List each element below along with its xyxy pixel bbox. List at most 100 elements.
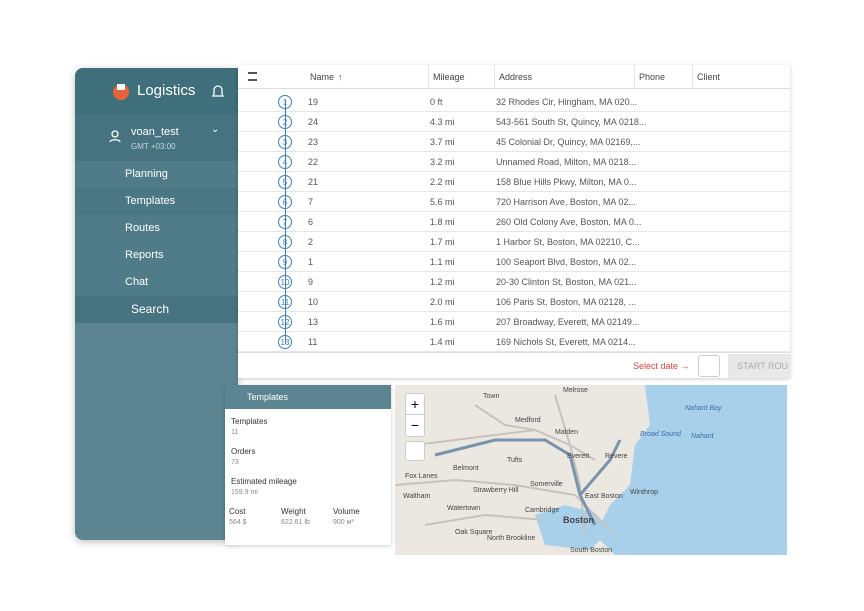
column-header[interactable]: Phone (634, 65, 692, 89)
map-label: East Boston (585, 493, 623, 500)
table-row[interactable]: 2 24 4.3 mi 543-561 South St, Quincy, MA 02… (238, 112, 790, 132)
map-label: Somerville (530, 481, 563, 488)
map-labels: Melrose Town Medford Malden Everett Revere Win… (395, 385, 787, 555)
menu-item[interactable]: Reports (75, 242, 238, 269)
column-header[interactable]: Client (692, 65, 766, 89)
column-header[interactable]: Address (494, 65, 634, 89)
user-icon (109, 130, 121, 142)
total-label: Weight (281, 507, 306, 516)
map-label: Cambridge (525, 507, 560, 514)
table-row[interactable]: 8 2 1.7 mi 1 Harbor St, Boston, MA 02210, C… (238, 232, 790, 252)
table-row[interactable]: 9 1 1.1 mi 100 Seaport Blvd, Boston, MA 02.… (238, 252, 790, 272)
map-label: Melrose (563, 387, 588, 394)
address: 207 Broadway, Everett, MA 02149... (496, 317, 640, 327)
menu-item[interactable]: Planning (75, 161, 238, 188)
zoom-in[interactable]: + (406, 394, 424, 415)
stat-value: 11 (231, 429, 239, 436)
stat-label: Templates (231, 417, 268, 426)
sidebar: Logistics voan_test GMT +03:00 ⌄ Plannin… (75, 68, 238, 540)
table-row[interactable]: 7 6 1.8 mi 260 Old Colony Ave, Boston, MA 0… (238, 212, 790, 232)
total-label: Cost (229, 507, 246, 516)
table-row[interactable]: 11 10 2.0 mi 106 Paris St, Boston, MA 02128… (238, 292, 790, 312)
table-row[interactable]: 13 11 1.4 mi 169 Nichols St, Everett, MA 02… (238, 332, 790, 352)
map-label: Broad Sound (640, 431, 681, 438)
stat-label: Estimated mileage (231, 477, 297, 486)
route-line (285, 100, 286, 344)
menu-item[interactable]: Search (75, 296, 238, 323)
order-id: 9 (308, 277, 314, 287)
address: 720 Harrison Ave, Boston, MA 02... (496, 197, 636, 207)
map-label: Boston (563, 515, 594, 525)
table-row[interactable]: 10 9 1.2 mi 20-30 Clinton St, Boston, MA 02… (238, 272, 790, 292)
map-label: Fox Lanes (405, 473, 438, 480)
sort-indicator[interactable]: ↑ (338, 72, 343, 82)
bell-icon[interactable] (212, 85, 224, 98)
table-row[interactable]: 12 13 1.6 mi 207 Broadway, Everett, MA 0214… (238, 312, 790, 332)
address: 543-561 South St, Quincy, MA 0218... (496, 117, 647, 127)
map-label: Revere (605, 453, 628, 460)
map-label: Oak Square (455, 529, 493, 536)
order-id: 1 (308, 257, 314, 267)
total-value: 564 $ (229, 519, 247, 526)
mileage: 1.4 mi (430, 337, 455, 347)
zoom-control: + − (405, 393, 425, 437)
map-label: Waltham (403, 493, 431, 500)
mileage: 1.2 mi (430, 277, 455, 287)
map: Melrose Town Medford Malden Everett Revere Win… (395, 385, 787, 555)
mileage: 5.6 mi (430, 197, 455, 207)
mileage: 2.2 mi (430, 177, 455, 187)
order-id: 21 (308, 177, 319, 187)
map-label: North Brookline (487, 535, 536, 542)
table-row[interactable]: 6 7 5.6 mi 720 Harrison Ave, Boston, MA 02.… (238, 192, 790, 212)
table-header: Name Mileage Address Phone Client ↑ (238, 65, 790, 89)
address: 45 Colonial Dr, Quincy, MA 02169,... (496, 137, 641, 147)
fullscreen-button[interactable] (405, 441, 425, 461)
calendar-button[interactable] (698, 355, 720, 377)
table-footer: Select date → START ROU (238, 352, 790, 378)
map-label: Tufts (507, 457, 523, 464)
mileage: 3.2 mi (430, 157, 455, 167)
zoom-out[interactable]: − (410, 417, 420, 433)
table-row[interactable]: 4 22 3.2 mi Unnamed Road, Milton, MA 0218..… (238, 152, 790, 172)
mileage: 1.1 mi (430, 257, 455, 267)
panel-stats: Templates 11 Orders 73 Estimated mileage 159.… (225, 409, 391, 545)
map-label: Strawberry Hill (473, 487, 519, 494)
table-row[interactable]: 5 21 2.2 mi 158 Blue Hills Pkwy, Milton, MA… (238, 172, 790, 192)
total-label: Volume (333, 507, 360, 516)
user-block[interactable]: voan_test GMT +03:00 ⌄ (75, 114, 238, 161)
stat-label: Orders (231, 447, 256, 456)
map-label: Town (483, 393, 500, 400)
map-label: Nahant Bay (685, 405, 722, 412)
table-body: 1 19 0 ft 32 Rhodes Cir, Hingham, MA 020...… (238, 92, 790, 354)
menu-item[interactable]: Routes (75, 215, 238, 242)
column-header[interactable]: Mileage (428, 65, 493, 89)
order-id: 24 (308, 117, 319, 127)
order-id: 10 (308, 297, 319, 307)
user-name: voan_test (131, 126, 179, 138)
column-header[interactable]: Name (310, 72, 335, 82)
address: 158 Blue Hills Pkwy, Milton, MA 0... (496, 177, 637, 187)
mileage: 0 ft (430, 97, 443, 107)
logo (113, 84, 129, 100)
mileage: 1.8 mi (430, 217, 455, 227)
map-label: Nahant (691, 433, 714, 440)
order-id: 22 (308, 157, 319, 167)
address: 100 Seaport Blvd, Boston, MA 02... (496, 257, 637, 267)
address: 20-30 Clinton St, Boston, MA 021... (496, 277, 637, 287)
table-row[interactable]: 1 19 0 ft 32 Rhodes Cir, Hingham, MA 020... (238, 92, 790, 112)
map-base (395, 385, 787, 555)
map-label: Watertown (447, 505, 481, 512)
chevron: ⌄ (211, 124, 220, 135)
table-row[interactable]: 3 23 3.7 mi 45 Colonial Dr, Quincy, MA 0216… (238, 132, 790, 152)
select-date[interactable]: Select date → (633, 361, 690, 371)
mileage: 1.7 mi (430, 237, 455, 247)
menu-item[interactable]: Chat (75, 269, 238, 296)
app-title: Logistics (137, 82, 196, 99)
map-label: Winthrop (630, 489, 659, 496)
menu-item[interactable]: Templates (75, 188, 238, 215)
templates-panel: Templates Templates 11 Orders 73 Estimated m… (225, 385, 391, 545)
order-id: 2 (308, 237, 314, 247)
start-route-button[interactable]: START ROU (728, 354, 790, 378)
mileage: 2.0 mi (430, 297, 455, 307)
